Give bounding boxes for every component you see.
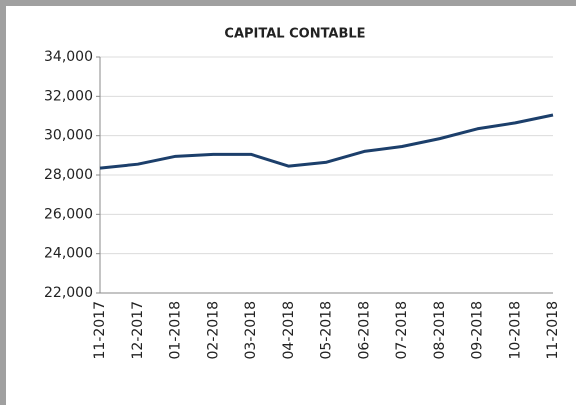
x-tick-label: 09-2018 <box>470 301 486 360</box>
y-tick-label: 32,000 <box>44 88 93 104</box>
x-tick-label: 10-2018 <box>507 301 523 360</box>
x-tick-label: 01-2018 <box>168 301 184 360</box>
chart-title: CAPITAL CONTABLE <box>224 27 365 42</box>
line <box>99 113 554 170</box>
x-tick-label: 02-2018 <box>205 301 221 360</box>
y-tick-label: 24,000 <box>44 246 93 262</box>
y-tick-label: 26,000 <box>44 206 93 222</box>
y-tick-label: 28,000 <box>44 167 93 183</box>
x-tick-label: 11-2018 <box>545 301 561 360</box>
left-border <box>0 0 6 405</box>
y-tick-label: 34,000 <box>44 49 93 65</box>
y-tick-label: 22,000 <box>44 285 93 301</box>
x-tick-label: 03-2018 <box>243 301 259 360</box>
x-tick-label: 04-2018 <box>281 301 297 360</box>
top-border <box>0 0 576 6</box>
x-tick-label: 05-2018 <box>319 301 335 360</box>
y-tick-label: 30,000 <box>44 128 93 144</box>
x-tick-label: 07-2018 <box>394 301 410 360</box>
x-tick-label: 12-2017 <box>130 301 146 360</box>
x-tick-label: 06-2018 <box>356 301 372 360</box>
x-tick-label: 11-2017 <box>92 301 108 360</box>
x-tick-label: 08-2018 <box>432 301 448 360</box>
